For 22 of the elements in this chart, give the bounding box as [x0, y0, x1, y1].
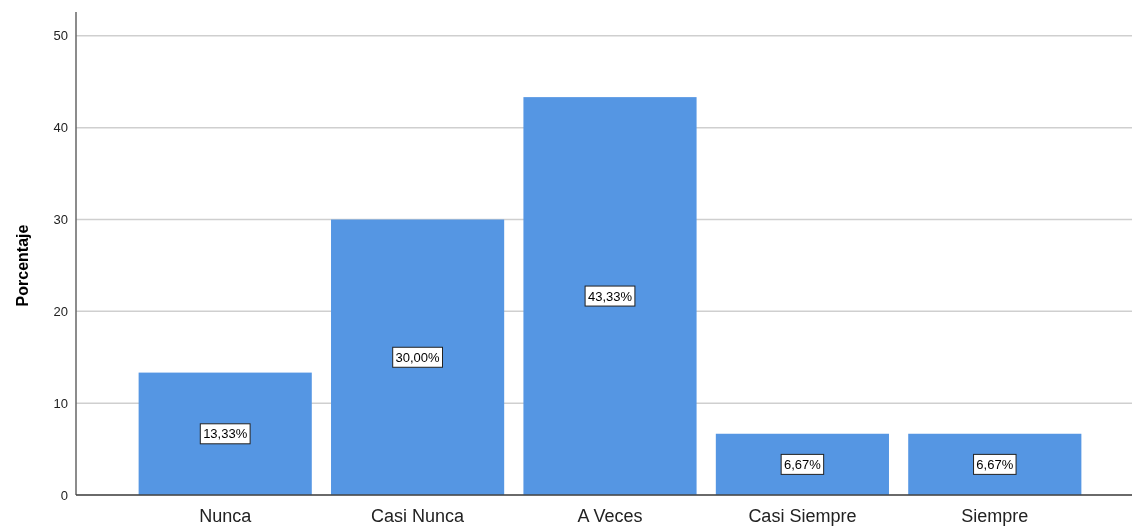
y-tick-label: 10 [53, 395, 68, 411]
data-label: 13,33% [203, 426, 248, 442]
x-tick-label: Casi Siempre [748, 506, 857, 526]
y-tick-label: 40 [53, 120, 68, 136]
bar [331, 219, 505, 495]
x-tick-label: A Veces [577, 506, 643, 526]
y-tick-label: 50 [53, 28, 68, 44]
bar [908, 433, 1082, 495]
x-tick-label: Casi Nunca [371, 506, 466, 526]
x-tick-label: Siempre [961, 506, 1029, 526]
data-label: 6,67% [783, 456, 822, 472]
y-tick-label: 0 [60, 487, 68, 503]
y-axis-title: Porcentaje [14, 224, 31, 307]
y-tick-label: 30 [53, 212, 68, 228]
data-label: 43,33% [587, 288, 633, 304]
bar [715, 433, 889, 495]
y-tick-label: 20 [53, 303, 68, 319]
data-label: 6,67% [976, 456, 1014, 472]
bar [138, 372, 312, 495]
bar [523, 97, 697, 495]
x-tick-label: Nunca [199, 506, 253, 526]
data-label: 30,00% [395, 349, 441, 365]
